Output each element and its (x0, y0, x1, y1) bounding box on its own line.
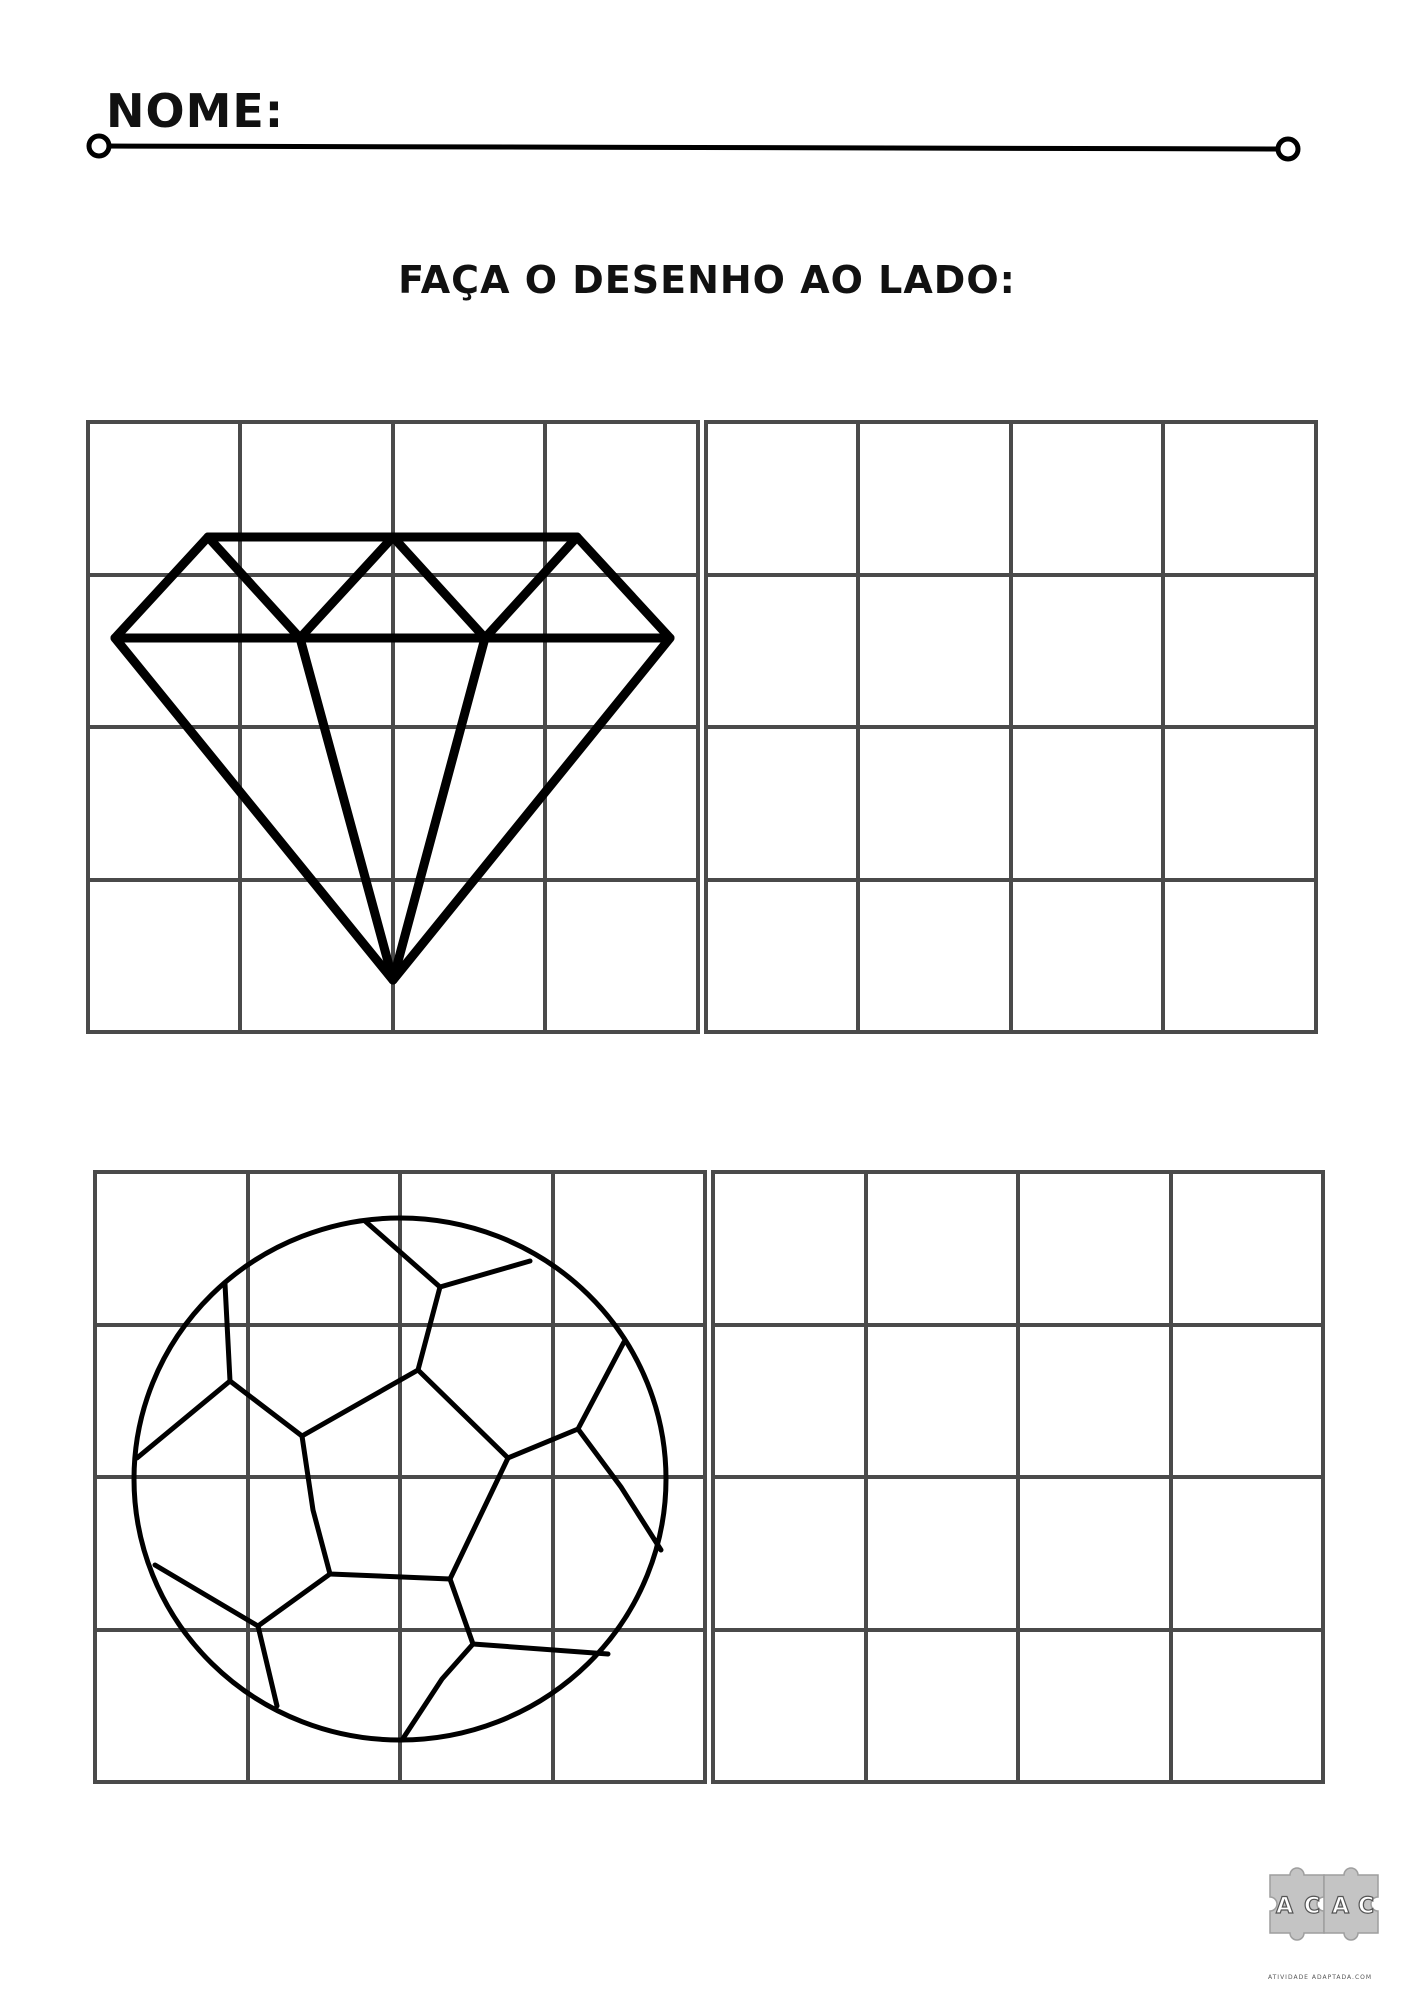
copy-grid-1[interactable] (704, 420, 1318, 1034)
logo-caption: ATIVIDADE ADAPTADA.COM (1268, 1974, 1373, 1981)
copy-grid-2[interactable] (711, 1170, 1325, 1784)
svg-text:C: C (1304, 1894, 1320, 1919)
instruction-title: FAÇA O DESENHO AO LADO: (398, 258, 1016, 302)
line-end-dot (1275, 136, 1301, 162)
soccer-ball-drawing (131, 1215, 669, 1743)
line-start-dot (86, 133, 112, 159)
diamond-drawing (110, 532, 675, 985)
model-grid-2 (93, 1170, 707, 1784)
puzzle-logo-icon: A C A C (1269, 1867, 1379, 1941)
svg-text:A: A (1332, 1894, 1349, 1919)
svg-text:C: C (1358, 1894, 1374, 1919)
model-grid-1 (86, 420, 700, 1034)
name-line[interactable] (0, 0, 1414, 200)
name-label: NOME: (106, 84, 285, 138)
svg-text:A: A (1276, 1894, 1293, 1919)
